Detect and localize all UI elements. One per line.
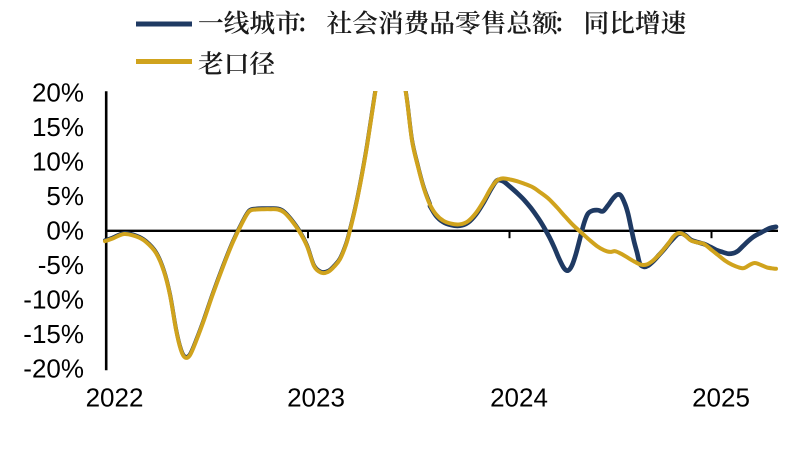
svg-text:20%: 20% [32,78,84,108]
svg-text:2023: 2023 [287,383,345,413]
svg-text:-20%: -20% [23,354,84,384]
svg-text:2024: 2024 [490,383,548,413]
svg-text:2022: 2022 [86,383,144,413]
svg-text:-5%: -5% [38,250,84,280]
svg-text:10%: 10% [32,147,84,177]
svg-text:-10%: -10% [23,285,84,315]
svg-text:15%: 15% [32,112,84,142]
svg-text:0%: 0% [46,216,84,246]
svg-text:5%: 5% [46,181,84,211]
svg-text:2025: 2025 [692,383,750,413]
svg-text:-15%: -15% [23,319,84,349]
